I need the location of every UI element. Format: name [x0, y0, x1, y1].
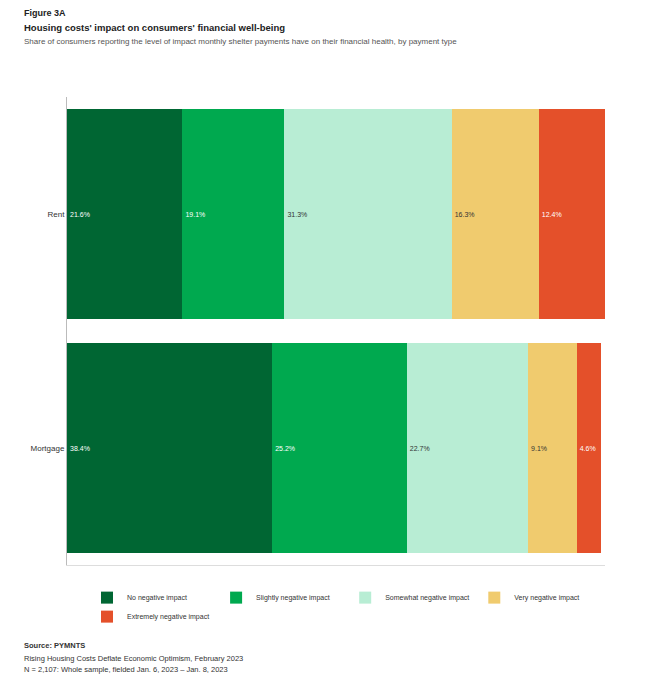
svg-text:Share of consumers reporting t: Share of consumers reporting the level o… — [24, 37, 457, 46]
svg-text:Somewhat negative impact: Somewhat negative impact — [385, 594, 469, 602]
svg-text:12.4%: 12.4% — [542, 211, 562, 218]
svg-text:Very negative impact: Very negative impact — [514, 594, 579, 602]
svg-text:Mortgage: Mortgage — [31, 444, 65, 453]
svg-text:No negative impact: No negative impact — [127, 594, 187, 602]
svg-text:Source: PYMNTS: Source: PYMNTS — [24, 641, 85, 650]
svg-text:Figure 3A: Figure 3A — [24, 8, 66, 18]
svg-text:9.1%: 9.1% — [531, 445, 547, 452]
svg-text:Rising Housing Costs Deflate E: Rising Housing Costs Deflate Economic Op… — [24, 654, 243, 663]
svg-text:N = 2,107: Whole sample, field: N = 2,107: Whole sample, fielded Jan. 6,… — [24, 665, 228, 674]
svg-text:Slightly negative impact: Slightly negative impact — [256, 594, 330, 602]
svg-text:Housing costs' impact on consu: Housing costs' impact on consumers' fina… — [24, 22, 285, 33]
svg-text:Rent: Rent — [47, 210, 65, 219]
svg-text:4.6%: 4.6% — [580, 445, 596, 452]
svg-text:16.3%: 16.3% — [455, 211, 475, 218]
svg-text:25.2%: 25.2% — [275, 445, 295, 452]
svg-text:38.4%: 38.4% — [70, 445, 90, 452]
svg-text:19.1%: 19.1% — [185, 211, 205, 218]
svg-text:22.7%: 22.7% — [410, 445, 430, 452]
svg-text:21.6%: 21.6% — [70, 211, 90, 218]
svg-text:Extremely negative impact: Extremely negative impact — [127, 613, 209, 621]
svg-text:31.3%: 31.3% — [287, 211, 307, 218]
